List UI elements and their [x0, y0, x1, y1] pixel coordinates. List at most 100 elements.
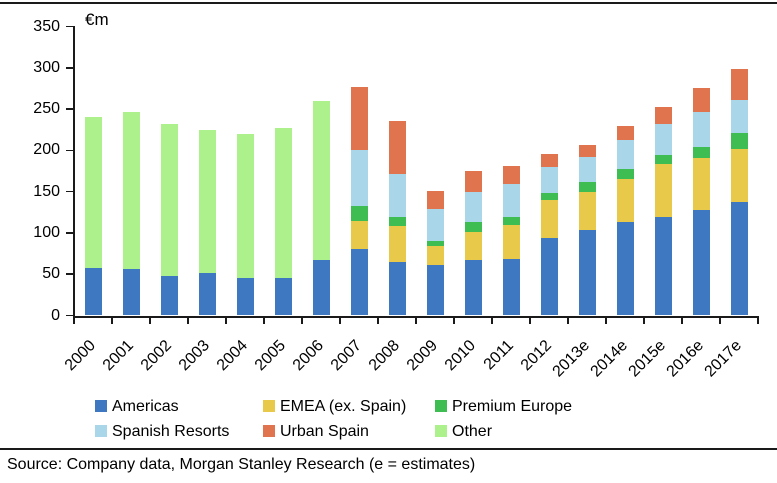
y-axis-tick-label: 0	[51, 306, 60, 324]
y-axis-tick-label: 250	[33, 100, 60, 118]
bar-segment	[730, 69, 748, 100]
bar-segment	[84, 117, 102, 268]
bar-segment	[578, 144, 596, 157]
bar-segment	[426, 246, 444, 266]
legend-label: Premium Europe	[452, 398, 573, 415]
bar-segment	[84, 267, 102, 316]
bar-segment	[616, 125, 634, 140]
bar-segment	[578, 229, 596, 316]
bar-segment	[426, 265, 444, 316]
bar-segment	[502, 166, 520, 185]
y-axis-tick-mark	[66, 25, 73, 28]
bar-segment	[730, 133, 748, 149]
x-axis-tick-mark	[643, 317, 645, 324]
bar-segment	[616, 169, 634, 180]
bar-segment	[540, 199, 558, 238]
y-axis-tick-label: 100	[33, 223, 60, 241]
bar-segment	[426, 241, 444, 247]
bar-segment	[388, 174, 406, 218]
bar-segment	[654, 123, 672, 156]
unit-label: €m	[85, 10, 109, 29]
bar-segment	[160, 123, 178, 276]
x-axis-tick-mark	[681, 317, 683, 324]
bar-segment	[616, 179, 634, 223]
bar-segment	[198, 129, 216, 273]
legend-swatch	[263, 425, 275, 437]
y-axis-tick-label: 200	[33, 141, 60, 159]
bar-segment	[312, 260, 330, 316]
x-axis-tick-mark	[719, 317, 721, 324]
y-axis-tick-mark	[66, 108, 73, 110]
bar-segment	[654, 164, 672, 218]
bar-segment	[616, 139, 634, 170]
bar-segment	[350, 248, 368, 316]
y-axis-tick-label: 50	[42, 265, 60, 283]
y-axis-tick-mark	[66, 314, 73, 317]
bar-segment	[312, 100, 330, 261]
chart-legend: Americas EMEA (ex. Spain) Premium Europe Sp…	[0, 392, 777, 444]
y-axis-line	[72, 26, 75, 317]
x-axis-tick-mark	[491, 317, 493, 324]
bar-segment	[540, 193, 558, 200]
bar-segment	[274, 128, 292, 278]
legend-label: Americas	[112, 398, 179, 415]
x-axis-tick-mark	[149, 317, 151, 324]
x-axis-tick-mark	[757, 317, 759, 324]
bar-segment	[692, 209, 710, 316]
y-axis-tick-mark	[66, 273, 73, 275]
legend-swatch	[435, 400, 447, 412]
bar-segment	[388, 120, 406, 175]
y-axis-tick-mark	[66, 190, 73, 193]
bar-segment	[692, 157, 710, 210]
legend-label: Other	[452, 423, 493, 440]
x-axis-tick-mark	[225, 317, 227, 324]
stacked-bar-chart: €m 0 50 100 150 200 250 300 350 2000 2001 2002 2003…	[33, 10, 759, 380]
x-axis-tick-mark	[567, 317, 569, 324]
bar-segment	[654, 217, 672, 316]
y-axis-tick-mark	[66, 67, 73, 69]
bar-segment	[730, 148, 748, 202]
bar-segment	[350, 220, 368, 249]
x-axis-tick-mark	[187, 317, 189, 324]
bar-segment	[122, 269, 140, 316]
legend-swatch	[95, 400, 107, 412]
legend-label: Spanish Resorts	[112, 423, 230, 440]
y-axis-tick-mark	[66, 232, 73, 234]
legend-swatch	[435, 425, 447, 437]
bar-segment	[160, 275, 178, 316]
bar-segment	[350, 150, 368, 206]
x-axis-tick-mark	[377, 317, 379, 324]
bar-segment	[426, 190, 444, 209]
x-axis-tick-mark	[453, 317, 455, 324]
bar-segment	[540, 166, 558, 194]
bar-segment	[122, 112, 140, 270]
bar-segment	[236, 133, 254, 279]
bar-segment	[388, 261, 406, 316]
bar-segment	[464, 192, 482, 223]
bar-segment	[502, 184, 520, 218]
bar-segment	[578, 156, 596, 182]
x-axis-tick-mark	[73, 317, 75, 324]
bar-segment	[578, 181, 596, 192]
top-border-line	[0, 2, 777, 4]
bar-segment	[464, 222, 482, 233]
bar-segment	[502, 225, 520, 259]
x-axis-tick-mark	[263, 317, 265, 324]
bar-segment	[464, 171, 482, 193]
source-text: Source: Company data, Morgan Stanley Res…	[7, 456, 476, 473]
bar-segment	[654, 155, 672, 165]
legend-label: EMEA (ex. Spain)	[280, 398, 407, 415]
bar-segment	[540, 153, 558, 167]
bar-segment	[350, 86, 368, 151]
bar-segment	[464, 232, 482, 261]
bar-segment	[236, 278, 254, 316]
x-axis-tick-mark	[415, 317, 417, 324]
bar-segment	[692, 88, 710, 113]
bar-segment	[198, 272, 216, 316]
bar-segment	[616, 222, 634, 316]
legend-label: Urban Spain	[280, 423, 369, 440]
y-axis-tick-label: 150	[33, 182, 60, 200]
bar-segment	[654, 107, 672, 124]
x-axis-tick-mark	[339, 317, 341, 324]
